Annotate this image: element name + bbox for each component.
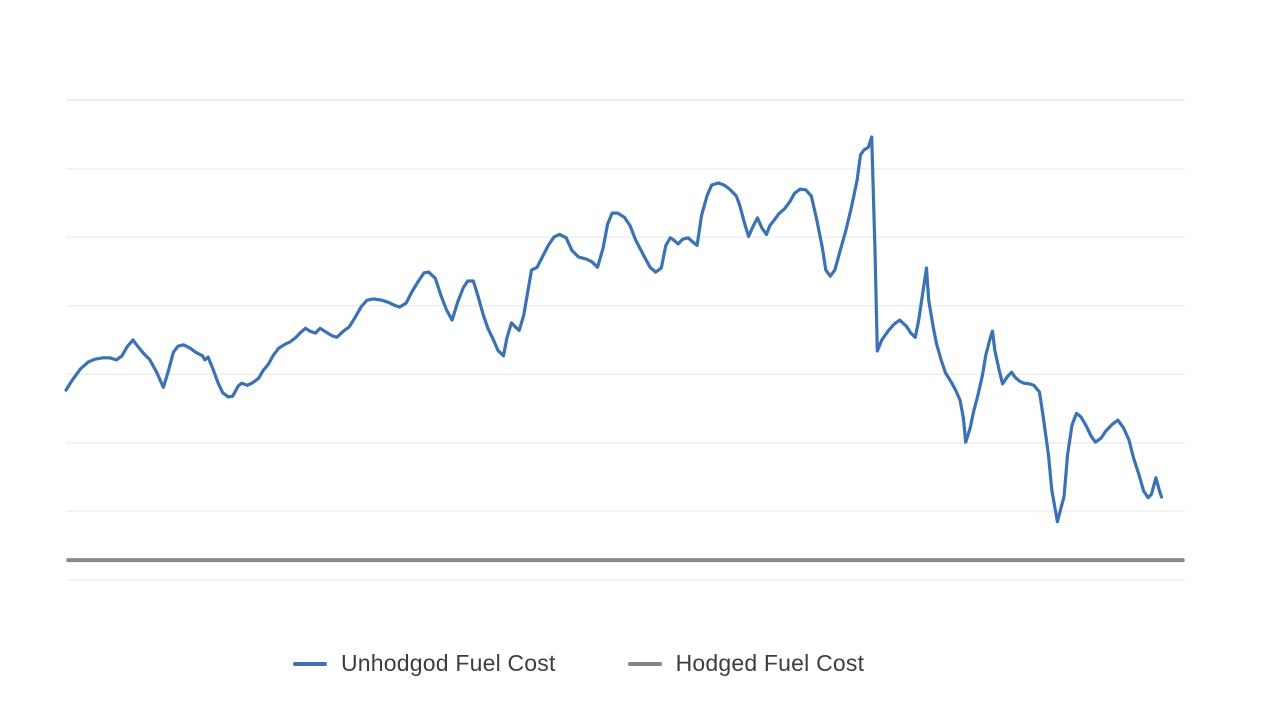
chart-legend: Unhodgod Fuel Cost Hodged Fuel Cost (293, 650, 864, 677)
hedged-series-label: Hodged Fuel Cost (675, 650, 865, 676)
unhedged-series-label: Unhodgod Fuel Cost (341, 650, 556, 676)
hedged-series-swatch (627, 661, 662, 666)
unhedged-fuel-cost-line (64, 135, 1164, 524)
legend-item-hedged[interactable]: Hodged Fuel Cost (627, 650, 865, 677)
unhedged-series-swatch (293, 661, 327, 666)
legend-item-unhedged[interactable]: Unhodgod Fuel Cost (293, 650, 556, 677)
